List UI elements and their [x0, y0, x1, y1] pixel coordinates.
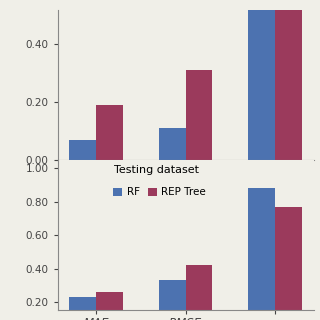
Bar: [159, 128, 186, 160]
Bar: [186, 70, 212, 160]
Bar: [275, 207, 302, 320]
Bar: [275, 10, 302, 160]
Bar: [186, 265, 212, 320]
Bar: [96, 105, 123, 160]
Bar: [69, 140, 96, 160]
Legend: RF, REP Tree: RF, REP Tree: [109, 183, 210, 202]
Text: (a): (a): [177, 202, 194, 215]
Bar: [159, 280, 186, 320]
Bar: [96, 292, 123, 320]
Text: Testing dataset: Testing dataset: [114, 164, 199, 174]
Bar: [248, 188, 275, 320]
Bar: [69, 297, 96, 320]
Bar: [248, 10, 275, 160]
